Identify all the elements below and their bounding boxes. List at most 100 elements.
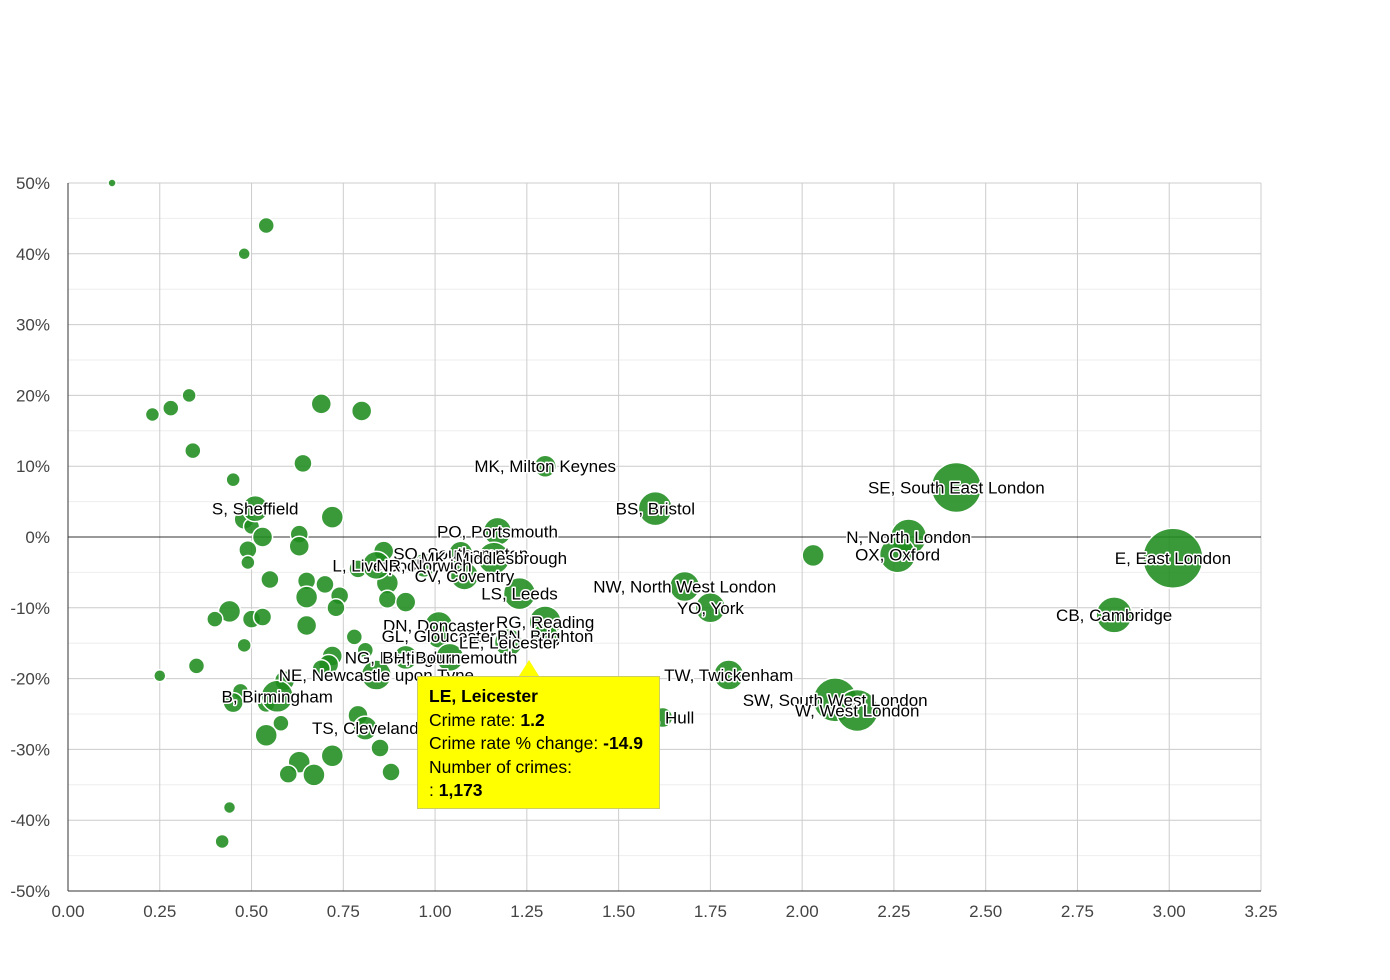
bubble-label: SE, South East London: [868, 478, 1045, 497]
bubble: [531, 622, 559, 650]
bubble-label: NG, Nottingham: [345, 648, 467, 667]
bubble: [153, 669, 167, 683]
x-tick-label: 1.50: [602, 902, 635, 921]
x-tick-label: 1.25: [510, 902, 543, 921]
bubble-label: OX, Oxford: [855, 546, 940, 565]
bubble: [260, 569, 280, 590]
bubble: [302, 763, 326, 787]
tooltip-count-label: Number of crimes:: [429, 756, 572, 777]
bubble-label: S, Sheffield: [212, 500, 299, 519]
x-tick-label: 0.00: [51, 902, 84, 921]
bubble: [361, 550, 392, 581]
bubble: [350, 400, 373, 422]
bubble: [411, 552, 437, 579]
bubble: [310, 393, 333, 415]
bubble-label: TS, Cleveland: [312, 719, 419, 738]
bubble-label: BN, Brighton: [497, 627, 593, 646]
bubble: [236, 637, 252, 654]
bubble-label: MK, Middlesbrough: [421, 549, 567, 568]
y-tick-label: -40%: [10, 811, 50, 830]
tooltip-change-value: -14.9: [603, 733, 644, 753]
bubble-label: TW, Twickenham: [664, 666, 793, 685]
bubble: [294, 585, 319, 609]
x-tick-label: 1.00: [419, 902, 452, 921]
bubble: [668, 570, 701, 603]
y-tick-label: 20%: [16, 386, 50, 405]
bubble: [222, 800, 237, 815]
x-tick-label: 2.50: [969, 902, 1002, 921]
bubble-label: SW, South West London: [743, 691, 928, 710]
y-tick-label: -10%: [10, 599, 50, 618]
bubble: [835, 688, 879, 733]
bubble: [311, 658, 332, 679]
bubble: [252, 607, 273, 627]
y-tick-label: 30%: [16, 316, 50, 335]
bubble: [1095, 596, 1133, 634]
bubble: [260, 679, 294, 714]
tooltip-rate-label: Crime rate:: [429, 709, 516, 730]
bubble: [272, 714, 290, 732]
bubble: [477, 541, 511, 575]
bubble: [392, 644, 419, 671]
tooltip: LE, Leicester Crime rate: 1.2 Crime rate…: [417, 676, 660, 809]
bubble: [360, 659, 393, 691]
bubble: [320, 744, 345, 768]
x-tick-label: 3.25: [1244, 902, 1277, 921]
tooltip-rate-value: 1.2: [520, 709, 545, 730]
bubble-label: CV, Coventry: [415, 567, 515, 586]
bubble-label: NW, North West London: [593, 578, 776, 597]
x-tick-label: 2.75: [1061, 902, 1094, 921]
tooltip-pointer: [519, 660, 539, 676]
bubble: [345, 628, 364, 646]
bubble-label: L, Liverpool: [332, 556, 420, 575]
bubble: [394, 591, 417, 613]
bubble: [637, 490, 674, 527]
tooltip-count-value: 1,173: [438, 780, 483, 800]
bubble: [533, 454, 557, 478]
bubble: [241, 494, 269, 523]
bubble-label: NR, Norwich: [376, 556, 471, 575]
bubble: [214, 833, 230, 850]
bubble: [377, 589, 398, 610]
bubble: [278, 764, 298, 784]
bubble: [162, 399, 180, 417]
tooltip-count-prefix: :: [429, 780, 434, 800]
x-tick-label: 0.25: [143, 902, 176, 921]
bubble: [293, 453, 313, 474]
bubble: [206, 610, 224, 628]
bubble-label: PO, Portsmouth: [437, 522, 558, 541]
tooltip-change-label: Crime rate % change:: [429, 733, 599, 753]
x-tick-label: 0.75: [327, 902, 360, 921]
bubble: [352, 715, 379, 741]
x-tick-label: 1.75: [694, 902, 727, 921]
bubble: [878, 535, 917, 574]
bubble: [320, 505, 345, 529]
bubble: [449, 561, 480, 591]
bubble: [1142, 527, 1204, 589]
bubble-label: BS, Bristol: [616, 500, 695, 519]
bubble-label: N, North London: [846, 528, 971, 547]
y-tick-label: -50%: [10, 882, 50, 901]
y-tick-label: -30%: [10, 740, 50, 759]
bubble: [356, 641, 375, 660]
bubble: [370, 738, 390, 758]
bubble: [144, 406, 161, 423]
bubble-label: CB, Cambridge: [1056, 606, 1172, 625]
bubble: [435, 642, 465, 673]
bubbles: [107, 178, 1204, 850]
bubble-label: W, West London: [795, 701, 919, 720]
x-tick-label: 2.25: [877, 902, 910, 921]
bubble: [801, 543, 825, 568]
bubble: [315, 574, 335, 595]
bubble-label: SO, Southampton: [393, 544, 528, 563]
x-tick-label: 3.00: [1153, 902, 1186, 921]
bubble: [181, 387, 197, 404]
bubble: [254, 723, 278, 747]
bubble: [712, 659, 745, 691]
bubble: [240, 554, 256, 571]
bubble-label: YO, York: [677, 599, 745, 618]
y-tick-label: 40%: [16, 245, 50, 264]
bubble-label: E, East London: [1115, 549, 1231, 568]
bubble-label: B, Birmingham: [221, 687, 332, 706]
